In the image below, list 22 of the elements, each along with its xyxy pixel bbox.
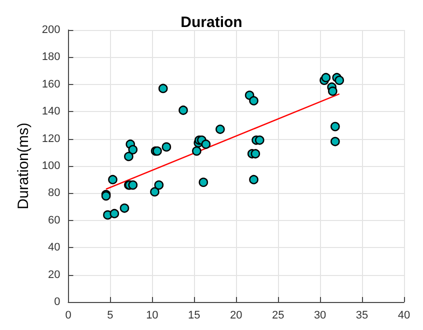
y-tick-label: 100 bbox=[42, 160, 60, 172]
x-tick-label: 35 bbox=[356, 310, 368, 322]
x-tick-label: 20 bbox=[230, 310, 242, 322]
y-tick-label: 140 bbox=[42, 106, 60, 118]
x-tick-label: 0 bbox=[65, 310, 72, 322]
y-tick-label: 40 bbox=[48, 242, 60, 254]
x-tick-label: 5 bbox=[107, 310, 114, 322]
x-tick-label: 25 bbox=[272, 310, 284, 322]
x-tick-label: 10 bbox=[146, 310, 158, 322]
chart-title: Duration bbox=[180, 14, 242, 31]
y-axis-title: Duration(ms) bbox=[15, 122, 32, 210]
x-tick-label: 40 bbox=[398, 310, 410, 322]
y-tick-label: 60 bbox=[48, 214, 60, 226]
y-tick-label: 180 bbox=[42, 51, 60, 64]
y-tick-label: 0 bbox=[54, 296, 60, 308]
y-tick-label: 80 bbox=[48, 187, 60, 200]
x-tick-label: 30 bbox=[314, 310, 326, 322]
y-tick-label: 200 bbox=[42, 24, 60, 36]
x-tick-label: 15 bbox=[188, 310, 200, 322]
y-tick-label: 120 bbox=[42, 132, 60, 145]
y-tick-label: 20 bbox=[48, 268, 60, 281]
y-tick-label: 160 bbox=[42, 78, 60, 90]
